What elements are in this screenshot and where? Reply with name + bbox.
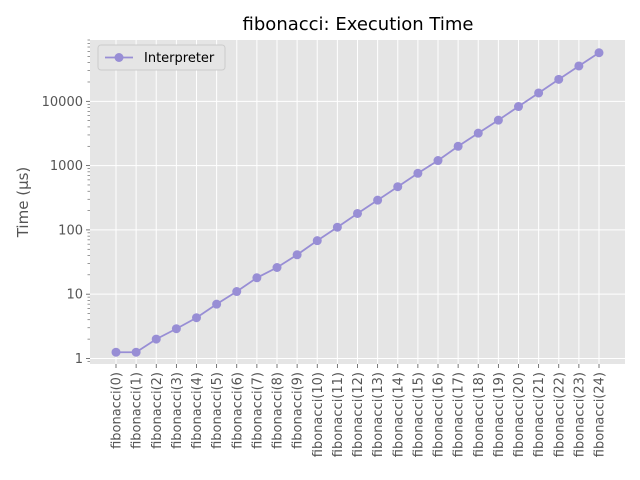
- data-point: [272, 263, 282, 273]
- y-tick-label: 10000: [42, 95, 83, 110]
- legend-box: [97, 44, 226, 71]
- x-tick-label: fibonacci(7): [250, 372, 265, 449]
- data-point: [594, 48, 604, 58]
- y-tick-label: 10: [66, 288, 83, 303]
- data-point: [192, 313, 201, 323]
- data-point: [393, 182, 403, 192]
- legend-swatch-marker: [114, 53, 124, 62]
- x-tick-label: fibonacci(20): [512, 372, 527, 457]
- data-point: [534, 88, 544, 98]
- x-tick-label: fibonacci(10): [311, 372, 326, 457]
- x-tick-label: fibonacci(14): [391, 372, 406, 457]
- y-tick-label: 1000: [50, 159, 83, 174]
- x-tick-label: fibonacci(19): [492, 372, 507, 457]
- data-point: [131, 347, 141, 357]
- y-tick-label: 1: [75, 352, 83, 367]
- data-point: [433, 156, 443, 166]
- x-tick-label: fibonacci(23): [572, 372, 587, 457]
- series-layer: [111, 48, 604, 357]
- data-point: [212, 299, 222, 309]
- y-axis-label: Time (µs): [14, 167, 32, 239]
- data-point: [373, 195, 383, 205]
- data-point: [312, 236, 322, 246]
- data-point: [332, 222, 342, 232]
- data-point: [574, 61, 584, 71]
- x-tick-label: fibonacci(1): [130, 372, 145, 449]
- data-point: [171, 324, 181, 334]
- grid-lines: [90, 40, 625, 364]
- x-tick-label: fibonacci(12): [351, 372, 366, 457]
- y-axis: 1 10 100 1000 10000: [42, 39, 90, 367]
- x-tick-label: fibonacci(17): [452, 372, 467, 457]
- data-point: [554, 74, 564, 84]
- data-point: [473, 128, 483, 138]
- legend-entry-interpreter: Interpreter: [144, 51, 215, 66]
- data-point: [413, 168, 423, 178]
- data-point: [353, 208, 362, 218]
- x-tick-label: fibonacci(8): [271, 372, 286, 449]
- data-point: [111, 347, 121, 357]
- x-tick-label: fibonacci(16): [432, 372, 447, 457]
- x-tick-label: fibonacci(2): [150, 372, 165, 449]
- x-tick-label: fibonacci(11): [331, 372, 346, 457]
- x-tick-label: fibonacci(22): [552, 372, 567, 457]
- data-point: [232, 287, 242, 297]
- data-point: [252, 273, 262, 283]
- chart-title: fibonacci: Execution Time: [243, 14, 474, 35]
- x-tick-label: fibonacci(4): [190, 372, 205, 449]
- data-point: [514, 102, 523, 112]
- data-point: [493, 115, 503, 125]
- x-tick-label: fibonacci(5): [210, 372, 225, 449]
- x-tick-label: fibonacci(21): [532, 372, 547, 457]
- x-tick-label: fibonacci(3): [170, 372, 185, 449]
- x-tick-label: fibonacci(13): [371, 372, 386, 457]
- legend: Interpreter: [97, 44, 226, 71]
- x-tick-label: fibonacci(9): [291, 372, 306, 449]
- data-point: [292, 250, 302, 260]
- x-tick-label: fibonacci(15): [411, 372, 426, 457]
- x-tick-label: fibonacci(18): [472, 372, 487, 457]
- x-axis: fibonacci(0) fibonacci(1) fibonacci(2) fibo…: [110, 364, 608, 457]
- x-tick-label: fibonacci(6): [230, 372, 245, 449]
- x-tick-label: fibonacci(0): [110, 372, 125, 449]
- x-tick-label: fibonacci(24): [593, 372, 608, 457]
- y-tick-label: 100: [58, 223, 83, 238]
- data-point: [151, 334, 161, 344]
- data-point: [453, 141, 463, 151]
